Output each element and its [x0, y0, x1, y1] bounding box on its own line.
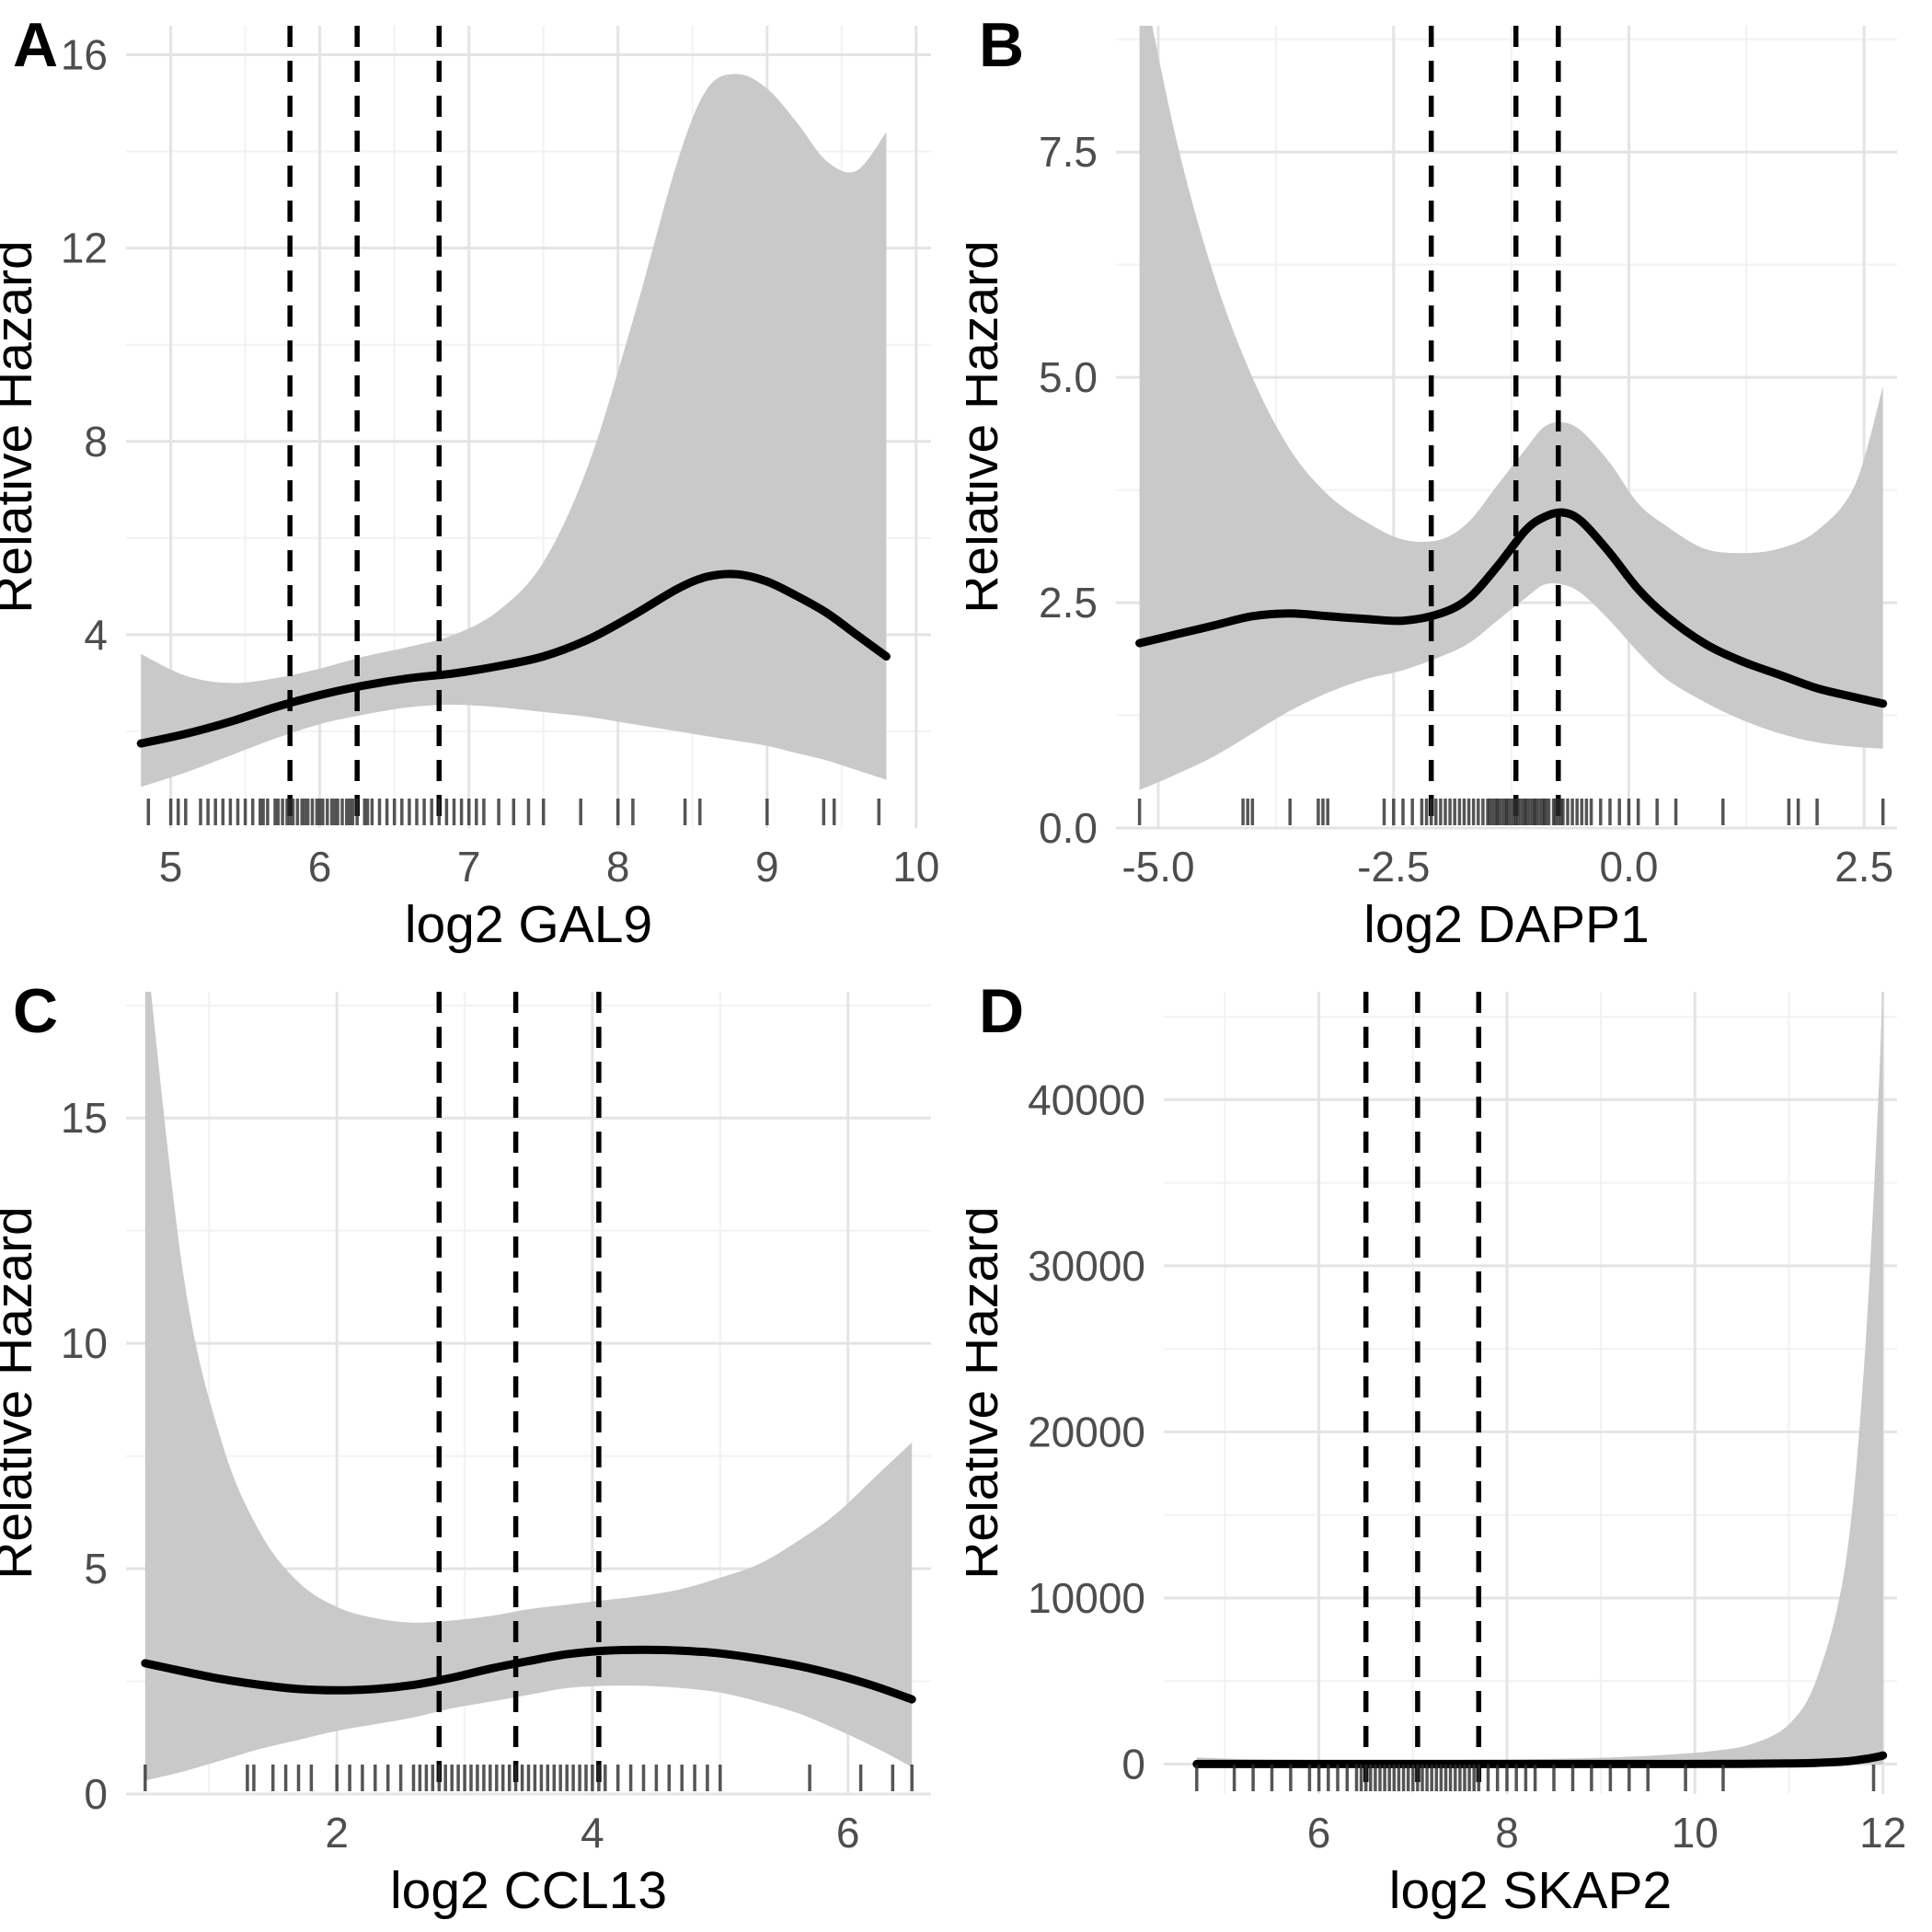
- fit-line: [1135, 508, 1888, 708]
- y-tick-label: 0.0: [1039, 804, 1098, 852]
- x-tick-label: 10: [892, 843, 939, 891]
- x-axis-title: log2 GAL9: [405, 895, 652, 954]
- y-axis-title: Relative Hazard: [0, 1206, 43, 1580]
- fit-line: [141, 1645, 916, 1704]
- y-tick-label: 30000: [1028, 1242, 1145, 1290]
- panel-B-plot: -5.0 -2.5 0.0 2.5 0.0 2.5 5.0 7.5 log2 DAPP1 Rela…: [966, 10, 1897, 954]
- x-tick-label: 6: [308, 843, 332, 891]
- x-tick-label: 9: [755, 843, 779, 891]
- x-tick-label: 8: [1495, 1809, 1519, 1857]
- x-tick-label: 10: [1672, 1809, 1719, 1857]
- panel-A: 5 6 7 8 9 10 4 8 12 16 log2 GAL9 Relative Hazard A: [0, 0, 966, 966]
- x-tick-label: 6: [1307, 1809, 1331, 1857]
- panel-label: A: [13, 10, 58, 80]
- panel-D: 6 8 10 12 0 10000 20000 30000 40000 log2 SKAP2 Rel…: [966, 966, 1932, 1932]
- x-tick-label: 12: [1859, 1809, 1906, 1857]
- panel-C: 2 4 6 0 5 10 15 log2 CCL13 Relative Hazard C: [0, 966, 966, 1932]
- y-tick-label: 5.0: [1039, 353, 1098, 401]
- y-tick-label: 0: [1121, 1741, 1145, 1788]
- y-tick-label: 20000: [1028, 1408, 1145, 1455]
- panel-D-plot: 6 8 10 12 0 10000 20000 30000 40000 log2 SKAP2 Rel…: [966, 976, 1906, 1920]
- x-tick-label: 0.0: [1600, 843, 1659, 891]
- y-tick-label: 0: [84, 1770, 108, 1818]
- x-tick-label: 8: [606, 843, 630, 891]
- x-axis-title: log2 DAPP1: [1363, 895, 1650, 954]
- panel-label: B: [979, 10, 1024, 80]
- y-tick-label: 8: [84, 418, 108, 466]
- x-tick-label: 7: [457, 843, 481, 891]
- panel-A-plot: 5 6 7 8 9 10 4 8 12 16 log2 GAL9 Relative Hazard A: [0, 10, 939, 954]
- confidence-band: [1196, 992, 1883, 1765]
- panel-C-plot: 2 4 6 0 5 10 15 log2 CCL13 Relative Hazard C: [0, 976, 931, 1920]
- y-tick-label: 2.5: [1039, 579, 1098, 627]
- confidence-band: [1139, 26, 1883, 790]
- x-tick-label: 2.5: [1834, 843, 1893, 891]
- x-axis-title: log2 CCL13: [390, 1861, 667, 1920]
- y-tick-label: 15: [61, 1094, 108, 1142]
- fit-line: [136, 569, 891, 748]
- panel-label: D: [979, 976, 1024, 1046]
- y-axis-title: Relative Hazard: [966, 240, 1009, 614]
- y-tick-label: 7.5: [1039, 128, 1098, 176]
- fit-line: [1192, 1751, 1888, 1768]
- x-axis-title: log2 SKAP2: [1389, 1861, 1672, 1920]
- panel-label: C: [13, 976, 58, 1046]
- y-tick-label: 5: [84, 1545, 108, 1593]
- y-tick-label: 40000: [1028, 1075, 1145, 1123]
- y-tick-label: 12: [61, 224, 108, 272]
- confidence-band: [141, 74, 887, 788]
- panel-B: -5.0 -2.5 0.0 2.5 0.0 2.5 5.0 7.5 log2 DAPP1 Rela…: [966, 0, 1932, 966]
- y-tick-label: 4: [84, 611, 108, 659]
- y-axis-title: Relative Hazard: [966, 1206, 1009, 1580]
- x-tick-label: -2.5: [1357, 843, 1430, 891]
- y-axis-title: Relative Hazard: [0, 240, 43, 614]
- x-tick-label: 2: [325, 1809, 349, 1857]
- x-tick-label: 4: [581, 1809, 604, 1857]
- x-tick-label: 5: [159, 843, 183, 891]
- confidence-band: [144, 992, 913, 1781]
- y-tick-label: 10: [61, 1319, 108, 1367]
- x-tick-label: -5.0: [1121, 843, 1194, 891]
- x-tick-label: 6: [836, 1809, 860, 1857]
- y-tick-label: 10000: [1028, 1574, 1145, 1622]
- y-tick-label: 16: [61, 31, 108, 79]
- panel-background: [1164, 992, 1897, 1794]
